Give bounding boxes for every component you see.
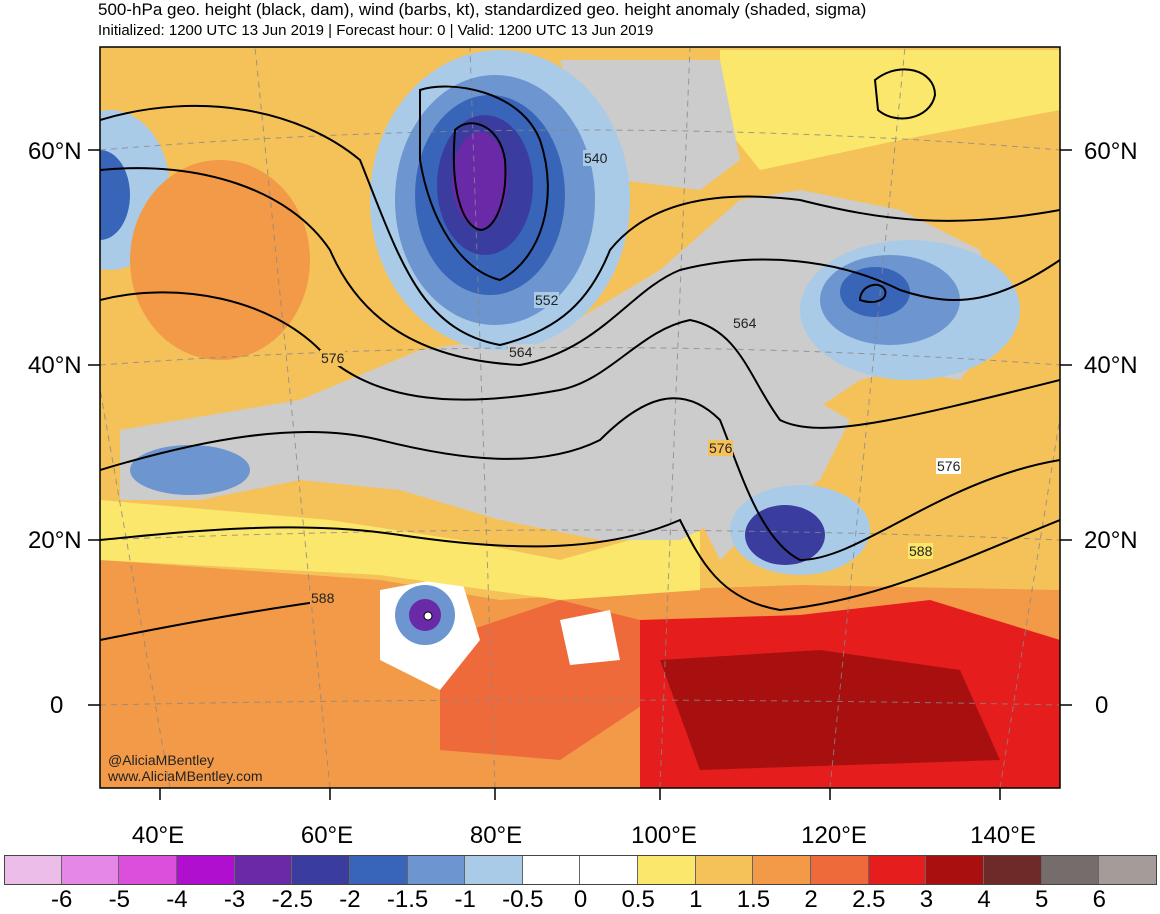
- colorbar-label: -0.5: [502, 886, 544, 913]
- colorbar-label: -2.5: [271, 886, 313, 913]
- lon-label: 140°E: [970, 822, 1036, 849]
- contour-label: 588: [908, 543, 934, 559]
- colorbar-label: 2.5: [852, 886, 886, 913]
- anomaly-bay-white: [560, 610, 620, 665]
- europe-ridge: [130, 160, 310, 360]
- contour-label: 540: [583, 150, 609, 166]
- colorbar-swatch: [176, 855, 235, 885]
- colorbar-label: 5: [1035, 886, 1049, 913]
- lat-label-right: 20°N: [1084, 527, 1138, 554]
- south-china-low-core: [745, 505, 825, 565]
- colorbar-swatch: [292, 855, 350, 885]
- colorbar-label: 0: [573, 886, 588, 913]
- scandinavia-low-inner: [100, 150, 130, 240]
- middle-east-low: [130, 445, 250, 495]
- height-contours: [100, 68, 1060, 641]
- colorbar-swatch: [811, 855, 869, 885]
- colorbar-swatch: [695, 855, 754, 885]
- contour-label: 564: [508, 344, 534, 360]
- colorbar-label: 3: [919, 886, 934, 913]
- colorbar-swatch: [580, 855, 639, 885]
- lon-label: 120°E: [801, 822, 867, 849]
- cyclone-eye: [423, 611, 433, 621]
- colorbar-label: 4: [977, 886, 991, 913]
- anomaly-near-zero-band: [120, 190, 1000, 540]
- anomaly-maritime-darkred: [660, 650, 1000, 770]
- lat-label-left: 40°N: [28, 352, 82, 379]
- lon-label: 100°E: [631, 822, 697, 849]
- colorbar-swatch: [1041, 855, 1100, 885]
- colorbar-swatch: [349, 855, 408, 885]
- colorbar-label: -4: [166, 886, 188, 913]
- lon-label: 80°E: [469, 822, 523, 849]
- credit-url: www.AliciaMBentley.com: [108, 768, 263, 784]
- colorbar-label: -5: [108, 886, 130, 913]
- map-subtitle: Initialized: 1200 UTC 13 Jun 2019 | Fore…: [98, 22, 654, 39]
- colorbar-swatch: [926, 855, 985, 885]
- contour-label: 552: [534, 292, 560, 308]
- colorbar-swatch: [638, 855, 696, 885]
- contour-label: 576: [936, 458, 962, 474]
- colorbar-label: 6: [1092, 886, 1107, 913]
- colorbar-label: -6: [50, 886, 73, 913]
- colorbar-swatch: [465, 855, 523, 885]
- contour-label: 576: [708, 440, 734, 456]
- lon-label: 60°E: [300, 822, 354, 849]
- colorbar-label: -2: [339, 886, 361, 913]
- graticule: [100, 47, 1060, 788]
- colorbar-swatch: [234, 855, 293, 885]
- manchuria-low-core: [840, 267, 910, 317]
- map-title: 500-hPa geo. height (black, dam), wind (…: [98, 0, 867, 19]
- colorbar-label: -1: [454, 886, 476, 913]
- trough-core: [452, 132, 508, 228]
- colorbar-swatch: [4, 855, 62, 885]
- map-field: [100, 47, 1060, 788]
- colorbar-swatch: [407, 855, 466, 885]
- colorbar-swatch: [522, 855, 581, 885]
- lat-label-left: 20°N: [28, 527, 82, 554]
- lat-label-right: 40°N: [1084, 352, 1138, 379]
- colorbar-swatch: [119, 855, 177, 885]
- axis-ticks: [88, 149, 1072, 800]
- lat-label-right: 0: [1095, 692, 1109, 719]
- colorbar-label: 0.5: [621, 886, 655, 913]
- lat-label-left: 60°N: [28, 138, 82, 165]
- colorbar-label: 2: [804, 886, 818, 913]
- colorbar-swatch: [753, 855, 812, 885]
- lat-label-left: 0: [50, 692, 64, 719]
- colorbar-label: 1.5: [736, 886, 771, 913]
- map-frame: [99, 46, 1061, 789]
- colorbar-swatch: [984, 855, 1042, 885]
- contour-label: 564: [732, 315, 758, 331]
- lat-label-right: 60°N: [1084, 138, 1138, 165]
- contour-label: 576: [320, 350, 346, 366]
- credit-handle: @AliciaMBentley: [108, 752, 215, 768]
- colorbar-swatch: [1099, 855, 1157, 885]
- anomaly-siberia-yellow: [720, 50, 1060, 170]
- colorbar-label: -1.5: [386, 886, 429, 913]
- colorbar-swatch: [868, 855, 927, 885]
- colorbar-label: -3: [223, 886, 246, 913]
- colorbar-swatch: [61, 855, 120, 885]
- anomaly-south-asia-yellow: [100, 500, 700, 600]
- colorbar-label: 1: [689, 886, 703, 913]
- contour-label: 588: [310, 590, 336, 606]
- lon-label: 40°E: [131, 822, 185, 849]
